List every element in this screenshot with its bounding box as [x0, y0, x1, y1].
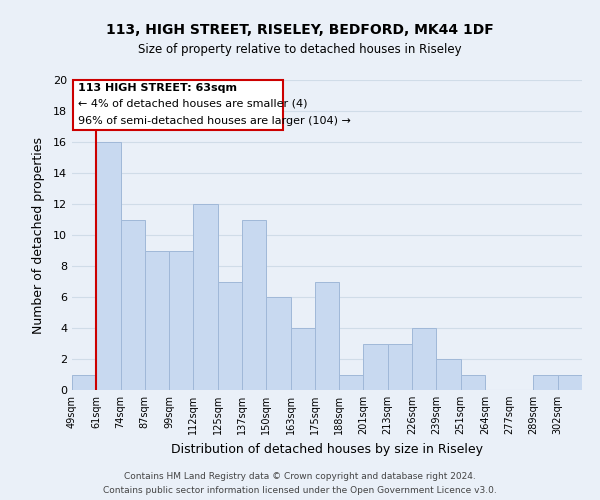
Bar: [96, 142, 121, 390]
Bar: [242, 220, 266, 390]
Text: 113, HIGH STREET, RISELEY, BEDFORD, MK44 1DF: 113, HIGH STREET, RISELEY, BEDFORD, MK44…: [106, 22, 494, 36]
Bar: [290, 328, 315, 390]
Bar: [533, 374, 558, 390]
Bar: [169, 250, 193, 390]
Text: Size of property relative to detached houses in Riseley: Size of property relative to detached ho…: [138, 42, 462, 56]
Bar: [558, 374, 582, 390]
Y-axis label: Number of detached properties: Number of detached properties: [32, 136, 44, 334]
Bar: [315, 282, 339, 390]
Bar: [461, 374, 485, 390]
Bar: [364, 344, 388, 390]
Bar: [388, 344, 412, 390]
Text: Contains public sector information licensed under the Open Government Licence v3: Contains public sector information licen…: [103, 486, 497, 495]
Bar: [218, 282, 242, 390]
Bar: [412, 328, 436, 390]
Bar: [121, 220, 145, 390]
Bar: [72, 374, 96, 390]
Bar: [339, 374, 364, 390]
Text: 113 HIGH STREET: 63sqm: 113 HIGH STREET: 63sqm: [79, 83, 238, 93]
Text: ← 4% of detached houses are smaller (4): ← 4% of detached houses are smaller (4): [79, 98, 308, 108]
Bar: [266, 297, 290, 390]
Bar: [193, 204, 218, 390]
Text: Contains HM Land Registry data © Crown copyright and database right 2024.: Contains HM Land Registry data © Crown c…: [124, 472, 476, 481]
X-axis label: Distribution of detached houses by size in Riseley: Distribution of detached houses by size …: [171, 442, 483, 456]
FancyBboxPatch shape: [73, 80, 283, 130]
Bar: [436, 359, 461, 390]
Bar: [145, 250, 169, 390]
Text: 96% of semi-detached houses are larger (104) →: 96% of semi-detached houses are larger (…: [79, 116, 351, 126]
